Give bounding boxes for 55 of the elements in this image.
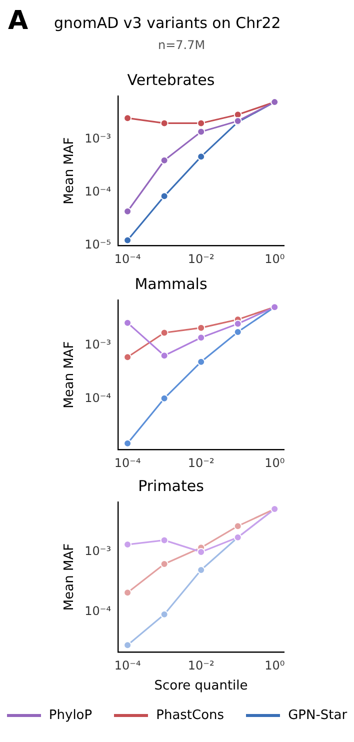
- point: [124, 588, 132, 597]
- x-tick-label: 10⁻²: [188, 456, 214, 470]
- point: [160, 156, 168, 164]
- y-tick-label: 10⁻⁴: [84, 184, 112, 199]
- y-tick-label: 10⁻³: [84, 337, 112, 352]
- x-tick-label: 10⁻⁴: [114, 456, 141, 470]
- point: [124, 114, 132, 122]
- legend-label: GPN-Star: [288, 708, 348, 723]
- point: [197, 358, 206, 366]
- point: [197, 128, 206, 136]
- x-tick-label: 10⁻²: [188, 658, 214, 672]
- point: [160, 192, 168, 200]
- point: [124, 439, 132, 448]
- y-axis-title: Mean MAF: [62, 137, 78, 204]
- y-tick-label: 10⁻⁵: [84, 238, 112, 252]
- point: [197, 324, 206, 332]
- point: [197, 548, 206, 556]
- chart-title: Vertebrates: [127, 70, 215, 89]
- point: [124, 207, 132, 216]
- point: [124, 353, 132, 362]
- point: [124, 236, 132, 244]
- x-tick-label: 10⁰: [264, 658, 285, 672]
- legend-label: PhyloP: [48, 708, 92, 723]
- point: [197, 566, 206, 574]
- legend-label: PhastCons: [156, 708, 224, 723]
- point: [160, 352, 168, 360]
- x-tick-label: 10⁰: [264, 252, 285, 266]
- x-tick-label: 10⁻⁴: [114, 252, 141, 266]
- y-axis-title: Mean MAF: [62, 341, 78, 408]
- chart-title: Mammals: [134, 274, 208, 293]
- x-tick-label: 10⁻⁴: [114, 658, 141, 672]
- x-tick-label: 10⁰: [264, 456, 285, 470]
- point: [234, 320, 242, 328]
- point: [197, 334, 206, 342]
- text: n=7.7M: [158, 38, 206, 52]
- y-tick-label: 10⁻⁴: [84, 391, 112, 406]
- y-axis-title: Mean MAF: [62, 543, 78, 611]
- point: [160, 536, 168, 544]
- point: [160, 610, 168, 618]
- point: [197, 152, 206, 161]
- chart-title: Primates: [138, 476, 204, 495]
- x-axis-title: Score quantile: [154, 678, 248, 694]
- point: [160, 119, 168, 128]
- point: [160, 394, 168, 402]
- y-tick-label: 10⁻³: [84, 131, 112, 146]
- point: [124, 641, 132, 650]
- point: [197, 119, 206, 128]
- x-tick-label: 10⁻²: [188, 252, 214, 266]
- point: [234, 522, 242, 530]
- text: gnomAD v3 variants on Chr22: [54, 14, 281, 32]
- point: [160, 328, 168, 337]
- text: A: [8, 6, 28, 36]
- y-tick-label: 10⁻⁴: [84, 604, 112, 618]
- y-tick-label: 10⁻³: [84, 544, 112, 558]
- point: [124, 318, 132, 327]
